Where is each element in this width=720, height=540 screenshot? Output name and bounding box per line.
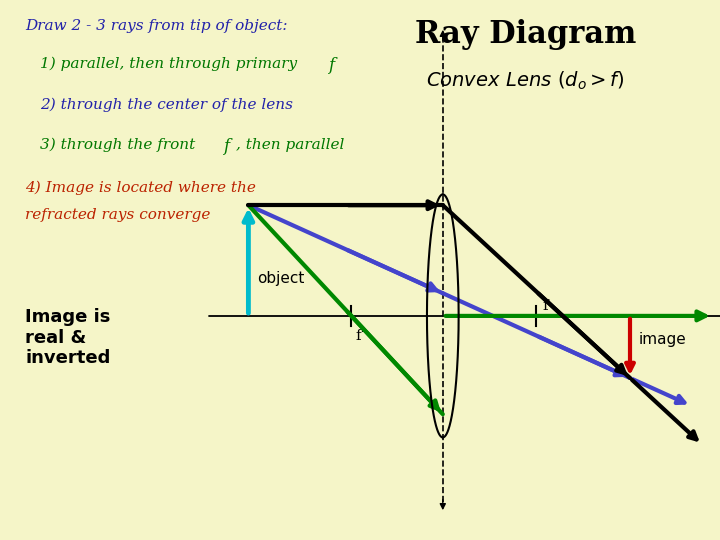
Text: object: object (257, 271, 305, 286)
Text: fʹ: fʹ (355, 329, 365, 343)
Text: Image is
real &
inverted: Image is real & inverted (25, 308, 111, 367)
Text: Draw 2 - 3 rays from tip of object:: Draw 2 - 3 rays from tip of object: (25, 19, 288, 33)
Text: f: f (328, 57, 334, 73)
Text: f: f (223, 138, 230, 154)
Text: 4) Image is located where the: 4) Image is located where the (25, 181, 256, 195)
Text: $\mathit{Convex\ Lens\ (d_o>f)}$: $\mathit{Convex\ Lens\ (d_o>f)}$ (426, 70, 625, 92)
Text: Ray Diagram: Ray Diagram (415, 19, 636, 50)
Text: refracted rays converge: refracted rays converge (25, 208, 210, 222)
Text: image: image (639, 332, 686, 347)
Text: 2) through the center of the lens: 2) through the center of the lens (40, 97, 292, 112)
Text: 3) through the front: 3) through the front (40, 138, 199, 152)
Text: , then parallel: , then parallel (236, 138, 345, 152)
Text: f: f (542, 299, 548, 313)
Text: 1) parallel, then through primary: 1) parallel, then through primary (40, 57, 302, 71)
